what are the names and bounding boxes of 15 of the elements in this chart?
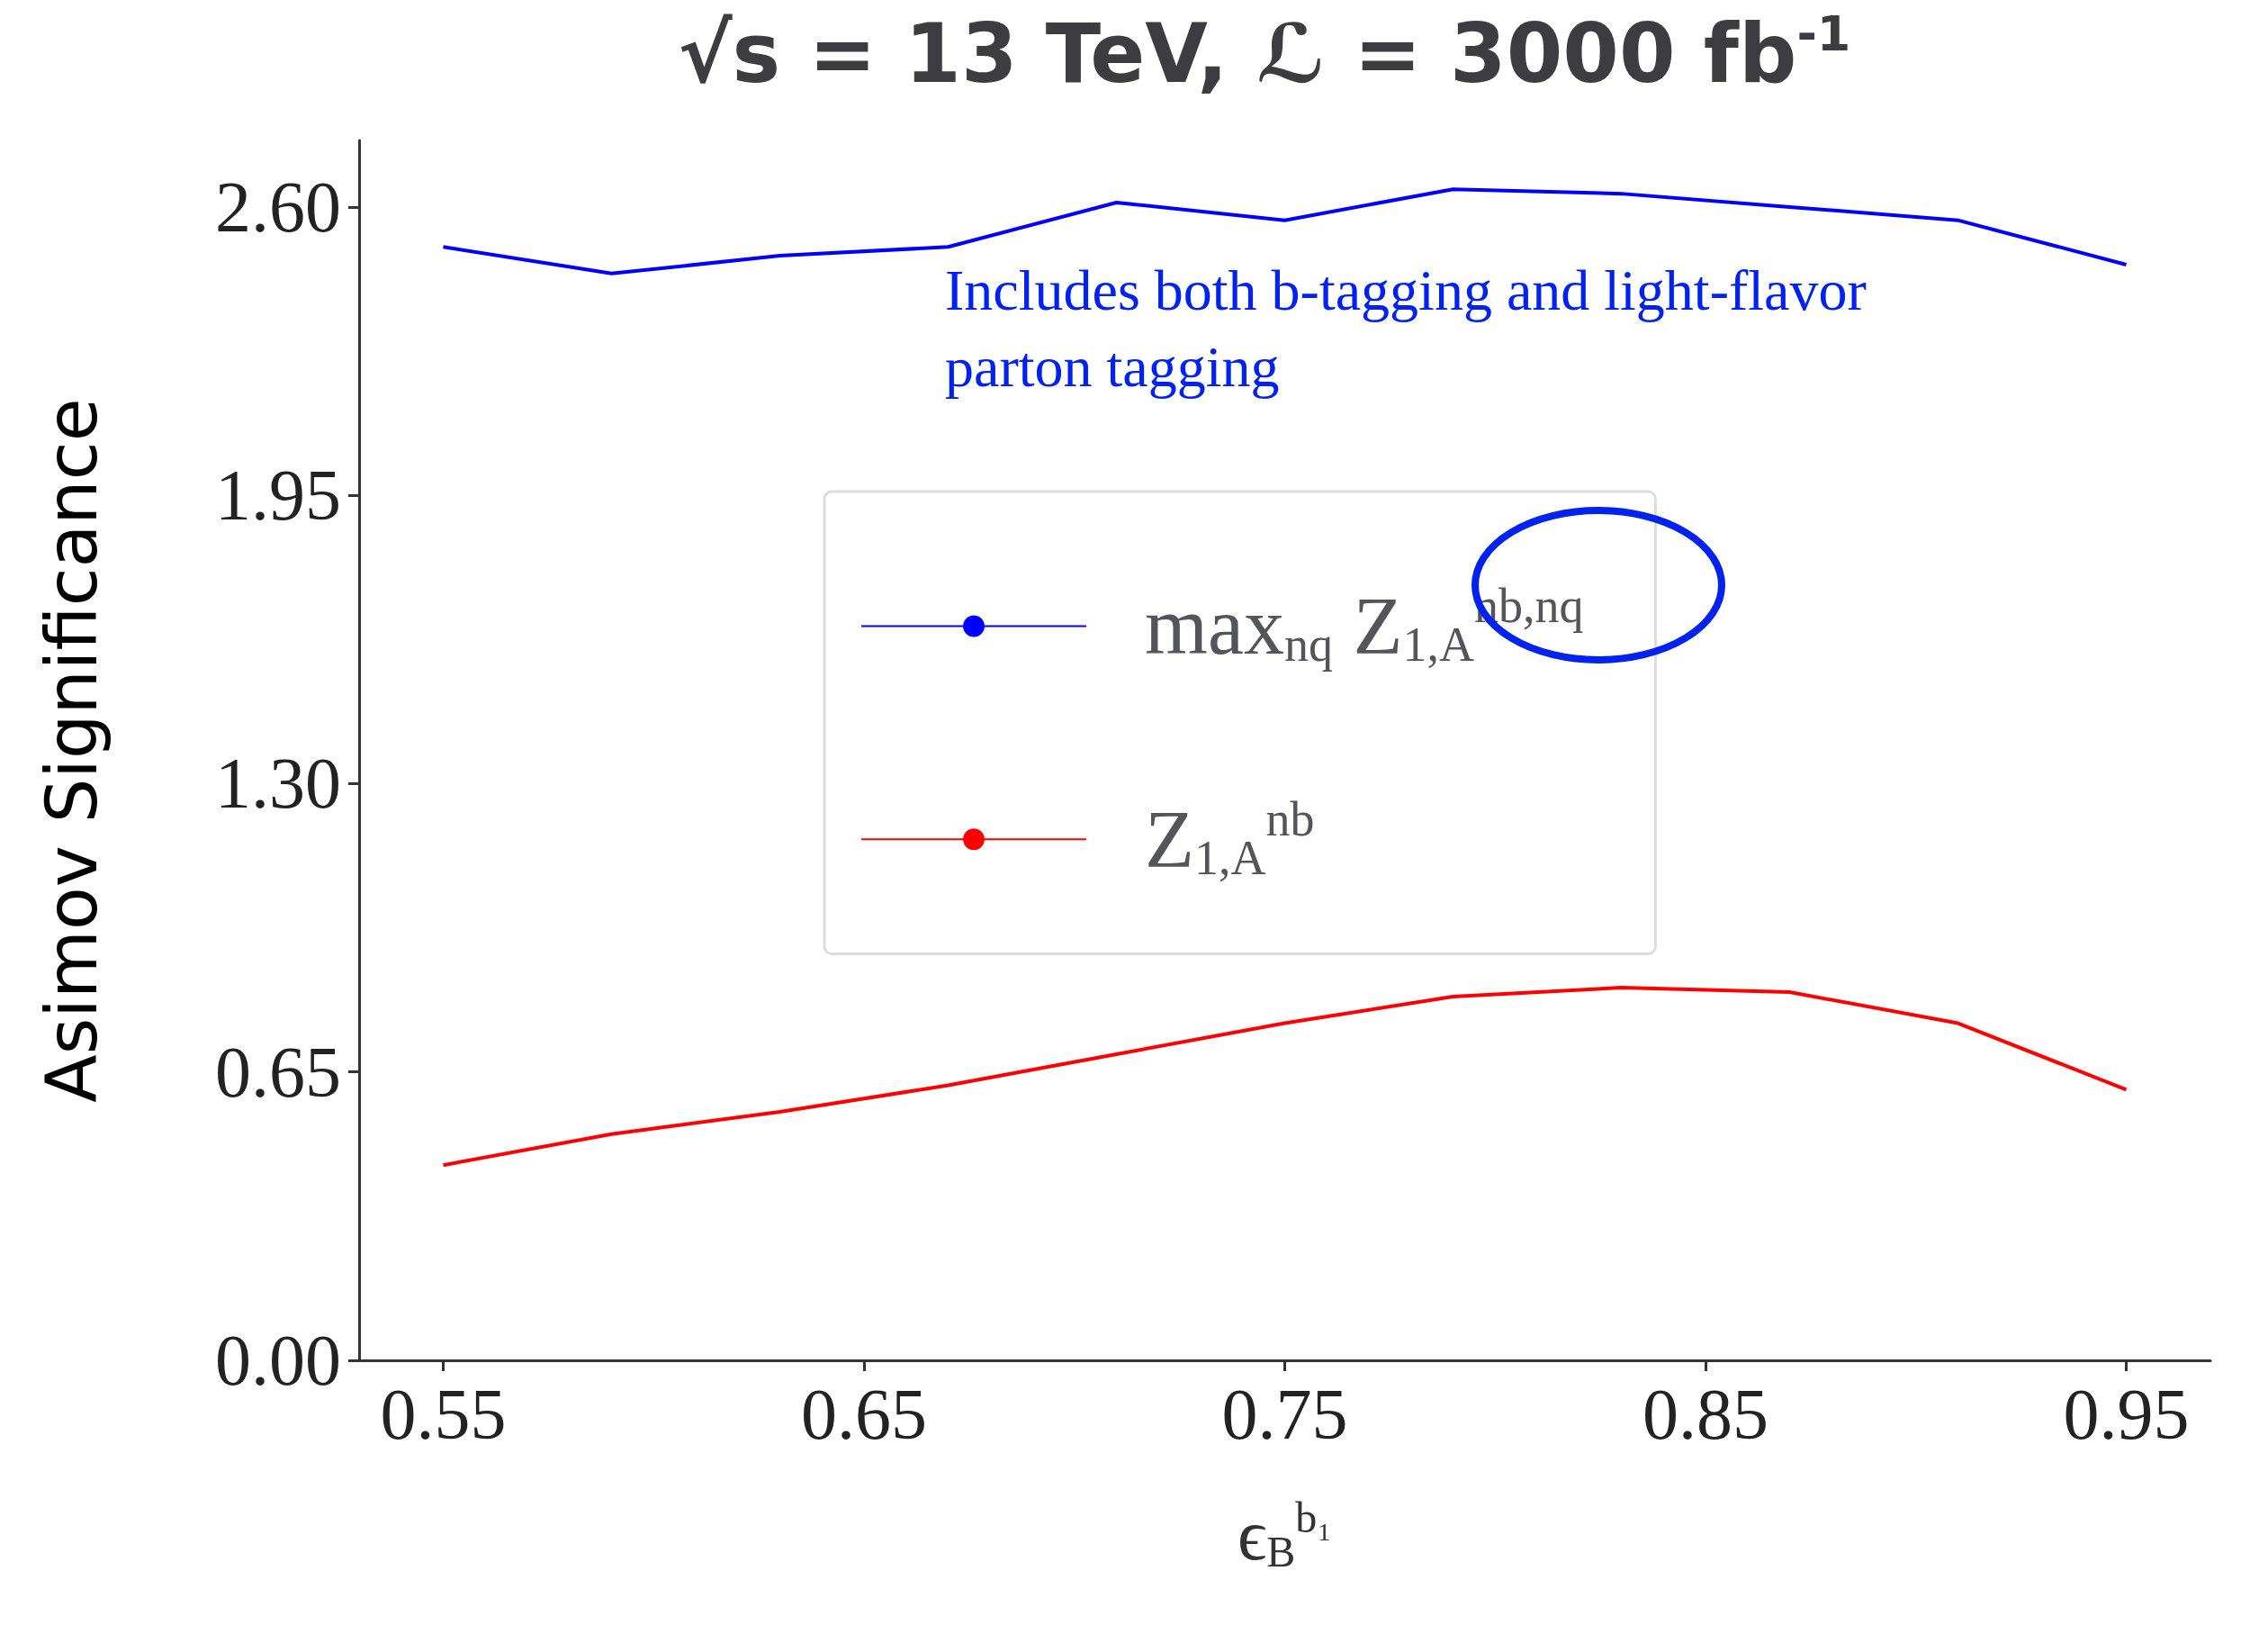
y-axis-title: Asimov Significance [32, 398, 112, 1103]
y-tick-label: 0.65 [215, 1032, 341, 1112]
legend-label: Z1,Anb [1145, 791, 1315, 885]
x-tick-label: 0.75 [1221, 1375, 1348, 1454]
y-tick-label: 0.00 [215, 1321, 341, 1400]
y-tick-label: 2.60 [215, 167, 341, 247]
x-tick-label: 0.95 [2063, 1375, 2190, 1454]
y-tick-label: 1.95 [215, 456, 341, 536]
x-axis-title: ϵBb₁ [1237, 1493, 1333, 1575]
line-series [441, 986, 2128, 1168]
annotation: Includes both b-tagging and light-flavor parton tagging [945, 258, 1881, 399]
x-tick-label: 0.85 [1642, 1375, 1768, 1454]
y-tick-label: 1.30 [215, 744, 341, 824]
x-tick-label: 0.55 [380, 1375, 507, 1454]
x-tick-label: 0.65 [801, 1375, 927, 1454]
